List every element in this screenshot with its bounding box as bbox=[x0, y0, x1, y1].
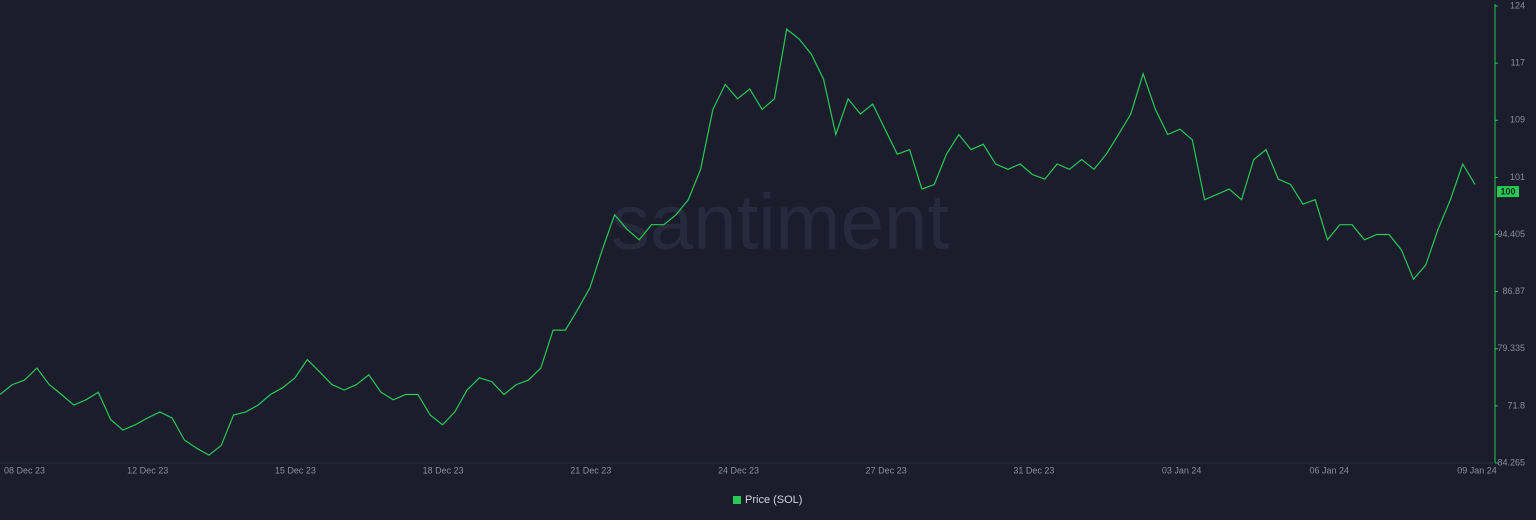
x-tick-label: 18 Dec 23 bbox=[423, 465, 464, 475]
y-tick-label: 117 bbox=[1511, 58, 1525, 68]
legend-label: Price (SOL) bbox=[745, 494, 802, 506]
x-tick-label: 31 Dec 23 bbox=[1013, 465, 1054, 475]
x-tick-label: 09 Jan 24 bbox=[1457, 465, 1497, 475]
current-price-label: 100 bbox=[1500, 186, 1515, 196]
y-tick-label: 101 bbox=[1510, 172, 1525, 182]
price-line bbox=[0, 28, 1476, 456]
y-tick-label: 84.265 bbox=[1497, 457, 1525, 467]
legend-swatch bbox=[733, 496, 741, 504]
x-tick-label: 27 Dec 23 bbox=[866, 465, 907, 475]
x-tick-label: 06 Jan 24 bbox=[1310, 465, 1350, 475]
y-tick-label: 86.87 bbox=[1502, 286, 1525, 296]
x-tick-label: 12 Dec 23 bbox=[127, 465, 168, 475]
x-tick-label: 08 Dec 23 bbox=[4, 465, 45, 475]
current-price-badge bbox=[1497, 186, 1519, 198]
y-tick-label: 109 bbox=[1510, 115, 1525, 125]
y-tick-label: 79.335 bbox=[1497, 343, 1525, 353]
x-tick-label: 21 Dec 23 bbox=[570, 465, 611, 475]
y-tick-label: 124 bbox=[1510, 0, 1525, 10]
watermark: santiment bbox=[611, 178, 949, 266]
y-tick-label: 71.8 bbox=[1507, 400, 1525, 410]
y-tick-label: 94.405 bbox=[1497, 229, 1525, 239]
x-tick-label: 24 Dec 23 bbox=[718, 465, 759, 475]
x-tick-label: 15 Dec 23 bbox=[275, 465, 316, 475]
x-tick-label: 03 Jan 24 bbox=[1162, 465, 1202, 475]
